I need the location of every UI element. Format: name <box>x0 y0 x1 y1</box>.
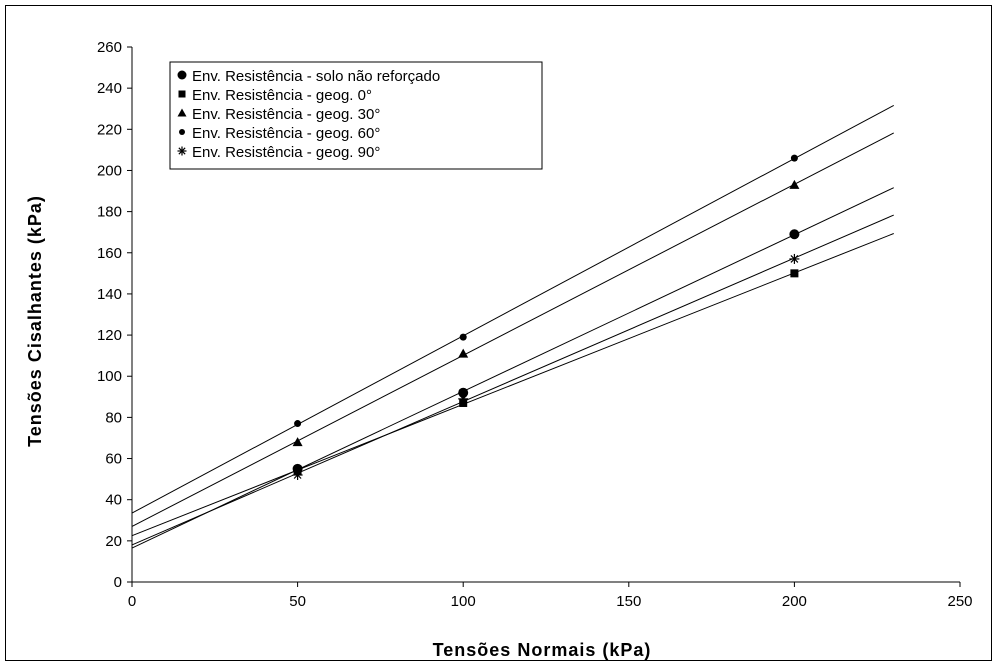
y-tick-label: 220 <box>97 121 122 138</box>
y-tick-label: 260 <box>97 39 122 56</box>
trendline <box>131 187 894 549</box>
trendline <box>131 214 894 546</box>
data-point-dot <box>459 333 467 341</box>
trendline <box>131 104 894 514</box>
y-tick-label: 160 <box>97 245 122 262</box>
y-tick-label: 0 <box>114 574 122 591</box>
legend: Env. Resistência - solo não reforçado Env… <box>169 61 543 170</box>
legend-label: Env. Resistência - geog. 60° <box>192 125 380 142</box>
data-point-star <box>292 470 303 480</box>
legend-label: Env. Resistência - solo não reforçado <box>192 68 440 85</box>
legend-box <box>169 61 543 170</box>
x-tick-label: 200 <box>782 593 807 610</box>
axes: 0 20 40 60 80 100 120 140 160 180 200 220 240 260 0 50 1… <box>97 39 973 610</box>
data-point-triangle <box>789 179 800 189</box>
data-point-star <box>458 393 469 404</box>
legend-label: Env. Resistência - geog. 30° <box>192 106 380 123</box>
data-point-dot <box>179 129 185 135</box>
x-axis-title: Tensões Normais (kPa) <box>433 640 652 660</box>
data-point-star <box>177 146 187 156</box>
y-tick-label: 100 <box>97 368 122 385</box>
trendlines <box>131 104 894 549</box>
x-tick-label: 150 <box>616 593 641 610</box>
y-tick-label: 140 <box>97 286 122 303</box>
data-point-dot <box>294 420 302 428</box>
y-tick-label: 240 <box>97 80 122 97</box>
trendline <box>131 233 894 537</box>
data-point-triangle <box>292 437 303 447</box>
y-tick-label: 20 <box>105 533 122 550</box>
trendline <box>131 132 894 527</box>
y-tick-label: 180 <box>97 204 122 221</box>
legend-label: Env. Resistência - geog. 0° <box>192 87 372 104</box>
y-axis-title: Tensões Cisalhantes (kPa) <box>25 195 45 447</box>
data-point-triangle <box>177 108 187 117</box>
x-tick-label: 0 <box>128 593 136 610</box>
x-tick-label: 100 <box>451 593 476 610</box>
y-tick-label: 200 <box>97 162 122 179</box>
x-tick-label: 250 <box>947 593 972 610</box>
data-point-circle <box>177 70 187 80</box>
data-point-square <box>178 90 186 98</box>
y-tick-label: 40 <box>105 492 122 509</box>
y-tick-label: 120 <box>97 327 122 344</box>
data-point-circle <box>458 387 469 398</box>
y-tick-label: 80 <box>105 409 122 426</box>
legend-label: Env. Resistência - geog. 90° <box>192 144 380 161</box>
data-point-square <box>790 269 799 278</box>
data-point-star <box>789 253 800 264</box>
data-point-circle <box>789 229 800 240</box>
data-markers <box>292 154 800 480</box>
y-tick-label: 60 <box>105 451 122 468</box>
data-point-dot <box>790 154 798 162</box>
x-tick-label: 50 <box>289 593 306 610</box>
data-point-triangle <box>458 348 469 358</box>
